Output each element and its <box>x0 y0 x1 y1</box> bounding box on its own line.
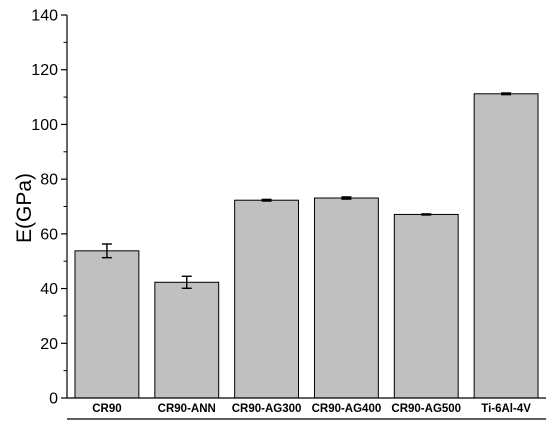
x-tick-label: CR90 <box>92 403 121 415</box>
bar-cr90-ag300 <box>234 199 300 399</box>
y-tick-label: 40 <box>40 281 58 298</box>
x-tick-label: CR90-AG300 <box>232 403 302 415</box>
axes-layer <box>61 14 546 420</box>
y-tick-label: 0 <box>49 391 58 408</box>
y-tick-label: 20 <box>40 336 58 353</box>
bar-cr90-ann <box>154 281 220 399</box>
x-tick-label: CR90-AG500 <box>391 403 461 415</box>
error-bars-layer <box>101 92 512 289</box>
y-tick-label: 120 <box>31 62 58 79</box>
y-tick-label: 140 <box>31 8 58 25</box>
x-tick-label: CR90-AG400 <box>312 403 382 415</box>
bar-cr90-ag400 <box>313 197 379 399</box>
y-tick-label: 100 <box>31 117 58 134</box>
y-tick-label: 60 <box>40 226 58 243</box>
labels-layer: CR90 CR90-ANN CR90-AG300 CR90-AG400 CR90-AG5… <box>31 8 531 416</box>
bar-cr90 <box>74 250 140 399</box>
x-tick-label: Ti-6Al-4V <box>481 403 531 415</box>
bar-cr90-ag500 <box>393 213 459 399</box>
x-tick-label: CR90-ANN <box>158 403 216 415</box>
y-axis-title: E(GPa) <box>13 173 36 243</box>
bar-ti-6al-4v <box>473 93 539 399</box>
y-tick-label: 80 <box>40 172 58 189</box>
bars-layer <box>74 93 539 399</box>
